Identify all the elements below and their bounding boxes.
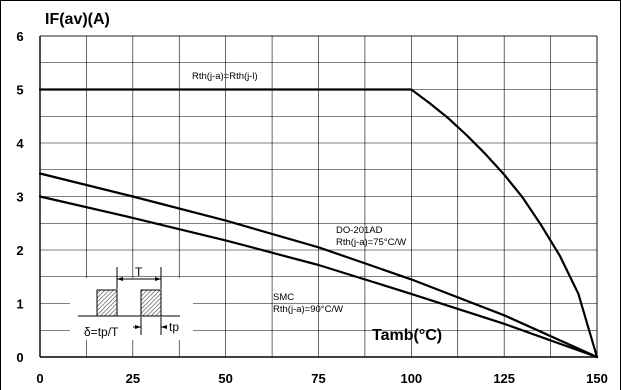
x-tick-label: 125	[493, 371, 515, 386]
label-do201ad-rth: Rth(j-a)=75°C/W	[336, 237, 406, 248]
y-tick-label: 3	[16, 190, 23, 205]
label-rth-jl: Rth(j-a)=Rth(j-l)	[192, 71, 258, 82]
series-line-2	[38, 195, 599, 359]
tp-arrow-left	[135, 325, 141, 329]
y-axis-title: IF(av)(A)	[45, 11, 110, 28]
inset-background	[70, 278, 193, 340]
x-tick-label: 50	[218, 371, 232, 386]
y-tick-label: 5	[16, 83, 23, 98]
x-tick-label: 100	[400, 371, 422, 386]
x-tick-label: 75	[311, 371, 325, 386]
y-tick-label: 6	[16, 29, 23, 44]
tick-labels: 0 25 50 75 100 125 150 0 1 2 3 4 5 6	[16, 29, 607, 386]
duty-cycle-label: δ=tp/T	[84, 325, 119, 339]
t-label: T	[135, 265, 143, 279]
series-line-0	[38, 88, 599, 359]
label-do201ad: DO-201AD	[336, 225, 383, 236]
tp-label: tp	[169, 320, 179, 334]
t-arrow-left	[117, 277, 123, 281]
x-tick-label: 25	[126, 371, 140, 386]
y-tick-label: 0	[16, 350, 23, 365]
y-tick-label: 1	[16, 297, 23, 312]
x-tick-label: 0	[36, 371, 43, 386]
pulse-inset: T tp δ=tp/T	[70, 265, 193, 340]
t-arrow-right	[155, 277, 161, 281]
tp-arrow-right	[161, 325, 167, 329]
pulse-1	[96, 289, 118, 317]
y-tick-label: 4	[16, 136, 24, 151]
label-smc-rth: Rth(j-a)=90°C/W	[273, 304, 343, 315]
x-axis-title: Tamb(°C)	[372, 327, 442, 344]
y-tick-label: 2	[16, 243, 23, 258]
x-tick-label: 150	[586, 371, 608, 386]
pulse-2	[140, 289, 162, 317]
series-line-1	[38, 172, 599, 359]
label-smc: SMC	[273, 292, 294, 303]
series-lines	[38, 88, 599, 359]
